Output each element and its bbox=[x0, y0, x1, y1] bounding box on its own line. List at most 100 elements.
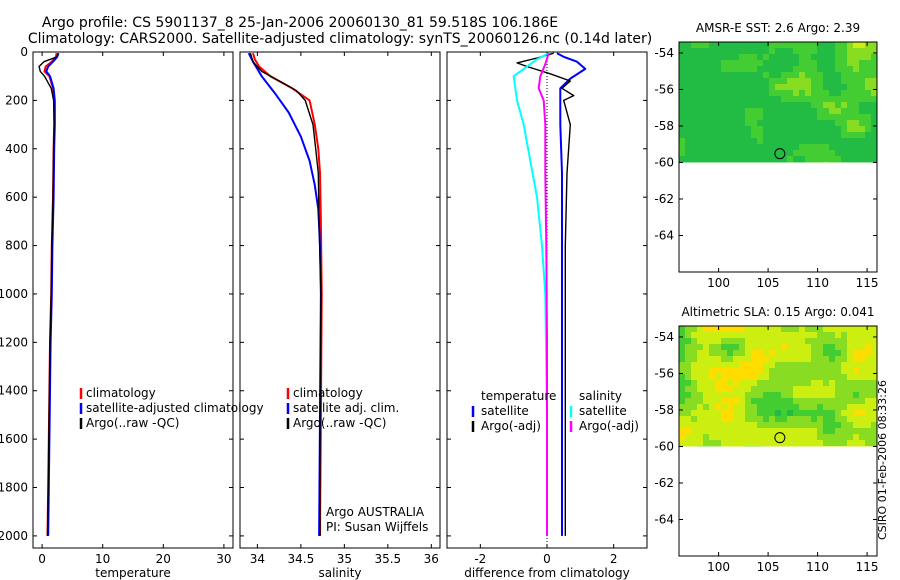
map-cell bbox=[769, 422, 775, 428]
map-cell bbox=[865, 72, 871, 78]
map-cell bbox=[847, 144, 853, 150]
map-cell bbox=[715, 72, 721, 78]
map-cell bbox=[751, 84, 757, 90]
map-cell bbox=[835, 72, 841, 78]
map-cell bbox=[715, 78, 721, 84]
map-cell bbox=[679, 428, 685, 434]
map-cell bbox=[745, 150, 751, 156]
map-cell bbox=[745, 416, 751, 422]
map-cell bbox=[727, 386, 733, 392]
map-cell bbox=[817, 84, 823, 90]
map-cell bbox=[829, 114, 835, 120]
map-cell bbox=[811, 126, 817, 132]
map-cell bbox=[793, 374, 799, 380]
map-cell bbox=[805, 380, 811, 386]
map-cell bbox=[691, 362, 697, 368]
map-cell bbox=[745, 60, 751, 66]
map-cell bbox=[751, 326, 757, 332]
map-cell bbox=[859, 108, 865, 114]
legend-label: satellite bbox=[579, 404, 627, 418]
map-cell bbox=[841, 368, 847, 374]
map-cell bbox=[763, 356, 769, 362]
map-cell bbox=[751, 332, 757, 338]
map-cell bbox=[775, 84, 781, 90]
map-cell bbox=[871, 332, 877, 338]
map-cell bbox=[817, 120, 823, 126]
map-cell bbox=[733, 386, 739, 392]
map-cell bbox=[733, 78, 739, 84]
map-cell bbox=[739, 126, 745, 132]
map-cell bbox=[679, 398, 685, 404]
map-cell bbox=[679, 60, 685, 66]
map-cell bbox=[793, 398, 799, 404]
map-cell bbox=[691, 434, 697, 440]
map-cell bbox=[787, 150, 793, 156]
map-cell bbox=[865, 392, 871, 398]
map-cell bbox=[853, 356, 859, 362]
map-cell bbox=[691, 108, 697, 114]
x-tick-label: 34 bbox=[250, 552, 265, 566]
map-cell bbox=[865, 398, 871, 404]
map-cell bbox=[751, 374, 757, 380]
map-cell bbox=[835, 422, 841, 428]
map-cell bbox=[793, 48, 799, 54]
map-cell bbox=[775, 356, 781, 362]
map-cell bbox=[739, 356, 745, 362]
map-cell bbox=[697, 326, 703, 332]
map-cell bbox=[739, 72, 745, 78]
map-cell bbox=[865, 410, 871, 416]
map-cell bbox=[709, 428, 715, 434]
map-cell bbox=[691, 386, 697, 392]
map-cell bbox=[835, 374, 841, 380]
map-cell bbox=[811, 392, 817, 398]
map-cell bbox=[865, 386, 871, 392]
map-cell bbox=[853, 156, 859, 162]
map-cell bbox=[685, 362, 691, 368]
timestamp-stamp: CSIRO 01-Feb-2006 08:33:26 bbox=[876, 380, 889, 540]
map-cell bbox=[829, 42, 835, 48]
map-cell bbox=[709, 78, 715, 84]
legend-label: Argo(-adj) bbox=[481, 419, 541, 433]
map-cell bbox=[721, 392, 727, 398]
map-cell bbox=[829, 60, 835, 66]
map-cell bbox=[787, 338, 793, 344]
y-tick-label: -54 bbox=[654, 330, 674, 344]
map-cell bbox=[685, 120, 691, 126]
map-cell bbox=[739, 374, 745, 380]
map-cell bbox=[715, 368, 721, 374]
map-cell bbox=[859, 332, 865, 338]
map-cell bbox=[847, 386, 853, 392]
map-cell bbox=[703, 386, 709, 392]
map-cell bbox=[697, 386, 703, 392]
map-cell bbox=[745, 392, 751, 398]
map-cell bbox=[685, 102, 691, 108]
map-cell bbox=[823, 78, 829, 84]
map-cell bbox=[685, 392, 691, 398]
map-cell bbox=[835, 368, 841, 374]
map-cell bbox=[871, 60, 877, 66]
map-cell bbox=[811, 144, 817, 150]
map-cell bbox=[685, 416, 691, 422]
map-cell bbox=[745, 368, 751, 374]
map-cell bbox=[805, 78, 811, 84]
map-cell bbox=[769, 84, 775, 90]
map-cell bbox=[841, 350, 847, 356]
map-cell bbox=[703, 90, 709, 96]
map-cell bbox=[685, 338, 691, 344]
map-cell bbox=[703, 138, 709, 144]
map-cell bbox=[799, 150, 805, 156]
map-cell bbox=[721, 368, 727, 374]
map-cell bbox=[679, 54, 685, 60]
map-cell bbox=[841, 132, 847, 138]
map-cell bbox=[823, 422, 829, 428]
map-cell bbox=[709, 126, 715, 132]
map-cell bbox=[721, 114, 727, 120]
map-cell bbox=[799, 120, 805, 126]
map-cell bbox=[823, 440, 829, 446]
map-cell bbox=[859, 386, 865, 392]
map-cell bbox=[757, 356, 763, 362]
map-cell bbox=[745, 404, 751, 410]
map-title: Altimetric SLA: 0.15 Argo: 0.041 bbox=[681, 305, 874, 319]
map-cell bbox=[751, 156, 757, 162]
map-cell bbox=[691, 380, 697, 386]
